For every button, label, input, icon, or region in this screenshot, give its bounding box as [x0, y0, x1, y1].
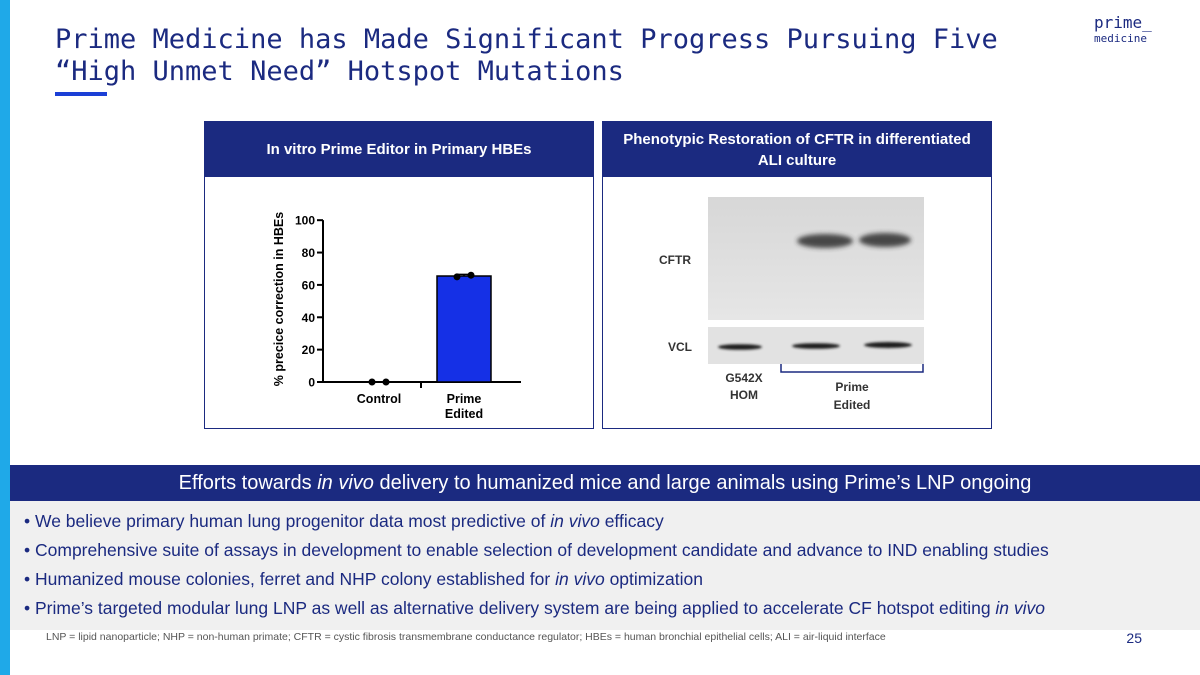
bullet-item: Comprehensive suite of assays in develop… — [24, 536, 1200, 565]
data-point — [368, 378, 376, 386]
cftr-band-lane3 — [859, 233, 911, 247]
bullet-text-pre: Humanized mouse colonies, ferret and NHP… — [35, 569, 556, 589]
in-vitro-panel: In vitro Prime Editor in Primary HBEs 0 2… — [204, 121, 594, 429]
logo-line-2: medicine — [1094, 32, 1147, 45]
lane1-label-line2: HOM — [730, 388, 758, 402]
bullet-text-em: in vivo — [555, 569, 605, 589]
cftr-restoration-panel: Phenotypic Restoration of CFTR in differ… — [602, 121, 992, 429]
banner-text-em: in vivo — [317, 471, 374, 494]
prime-medicine-logo: prime_ medicine — [1094, 13, 1152, 46]
x-category-label: Prime — [447, 392, 482, 406]
delivery-banner: Efforts towards in vivo delivery to huma… — [10, 465, 1200, 501]
banner-text-post: delivery to humanized mice and large ani… — [373, 471, 1032, 494]
prime-edited-bracket — [780, 364, 924, 373]
y-tick-label: 20 — [302, 343, 316, 357]
vcl-band-lane3 — [864, 342, 912, 348]
vcl-band-lane2 — [792, 343, 840, 349]
data-point — [382, 378, 390, 386]
y-tick-label: 40 — [302, 311, 316, 325]
banner-text-pre: Efforts towards — [178, 471, 318, 494]
data-point — [453, 273, 461, 281]
bar — [436, 275, 492, 383]
logo-line-1: prime_ — [1094, 13, 1152, 32]
x-category-label: Edited — [445, 407, 483, 421]
bullet-item: Humanized mouse colonies, ferret and NHP… — [24, 565, 1200, 594]
cftr-band-lane2 — [797, 234, 853, 248]
bullet-text-em: in vivo — [550, 511, 600, 531]
y-tick-label: 60 — [302, 278, 316, 292]
bullet-text-pre: Comprehensive suite of assays in develop… — [35, 540, 1049, 560]
bullet-text-em: in vivo — [995, 598, 1046, 618]
y-tick-label: 80 — [302, 246, 316, 260]
y-axis-label: % precice correction in HBEs — [272, 212, 286, 386]
y-tick-label: 100 — [295, 214, 315, 228]
cftr-label: CFTR — [659, 253, 691, 267]
chart-marks — [368, 271, 492, 386]
western-blot-figure: CFTR VCL G542X HOM Prime Edited — [659, 197, 924, 412]
vcl-band-lane1 — [718, 344, 762, 350]
x-category-label: Control — [357, 392, 401, 406]
bullet-item: We believe primary human lung progenitor… — [24, 507, 1200, 536]
bullet-text-post: optimization — [604, 569, 703, 589]
bullet-text-post: efficacy — [599, 511, 664, 531]
in-vitro-panel-header: In vitro Prime Editor in Primary HBEs — [205, 122, 593, 177]
title-underline — [55, 92, 107, 96]
cftr-blot-image — [708, 197, 924, 320]
bullet-text-pre: We believe primary human lung progenitor… — [35, 511, 551, 531]
left-accent-stripe — [0, 0, 10, 675]
vcl-label: VCL — [668, 340, 692, 354]
bullet-text-pre: Prime’s targeted modular lung LNP as wel… — [35, 598, 996, 618]
bullets-area: We believe primary human lung progenitor… — [10, 501, 1200, 630]
data-point — [467, 271, 475, 279]
lane2-label-line1: Prime — [835, 380, 869, 394]
lane2-label-line2: Edited — [834, 398, 871, 412]
page-title: Prime Medicine has Made Significant Prog… — [55, 24, 998, 87]
y-tick-label: 0 — [308, 376, 315, 390]
page-number: 25 — [1126, 630, 1142, 646]
bullet-item: Prime’s targeted modular lung LNP as wel… — [24, 594, 1200, 623]
abbreviation-footnote: LNP = lipid nanoparticle; NHP = non-huma… — [46, 631, 886, 643]
bullet-list: We believe primary human lung progenitor… — [10, 501, 1200, 623]
lane1-label-line1: G542X — [725, 371, 762, 385]
cftr-restoration-panel-header: Phenotypic Restoration of CFTR in differ… — [603, 122, 991, 177]
